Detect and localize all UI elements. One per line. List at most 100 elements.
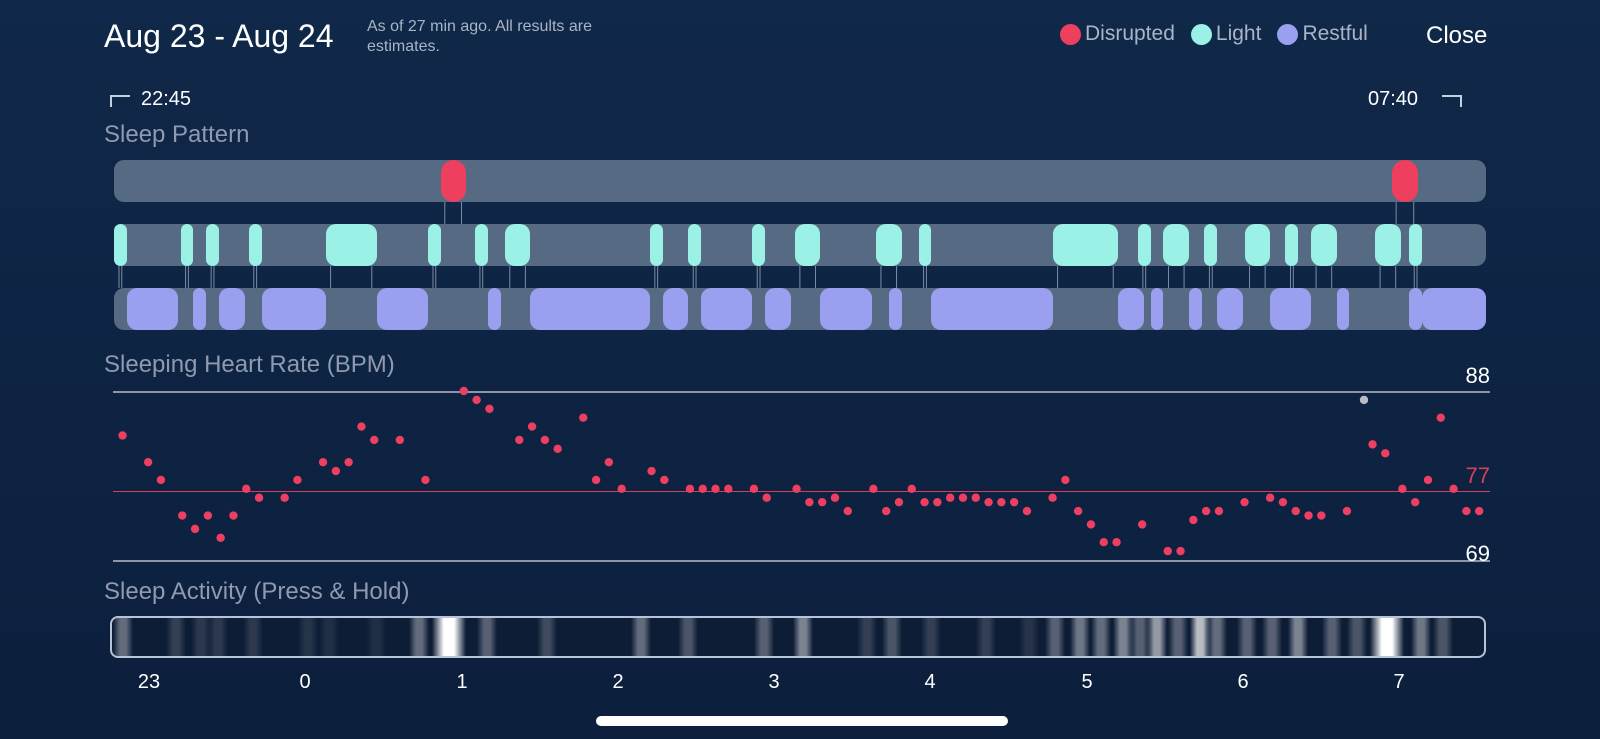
hr-point	[685, 484, 695, 494]
activity-band	[1189, 618, 1210, 656]
sleep-activity-label: Sleep Activity (Press & Hold)	[104, 578, 410, 605]
hr-point	[1304, 511, 1313, 520]
close-button[interactable]: Close	[1426, 22, 1488, 49]
hr-point	[242, 484, 251, 494]
hr-point	[1189, 515, 1198, 525]
activity-band	[1347, 618, 1368, 656]
light-segment	[649, 224, 663, 266]
hr-point	[485, 404, 494, 413]
restful-segment	[1189, 288, 1202, 330]
light-segment	[504, 224, 531, 266]
sleep-pattern-label: Sleep Pattern	[104, 121, 250, 148]
activity-band	[882, 618, 903, 656]
hr-point	[971, 493, 980, 502]
activity-band	[1321, 618, 1342, 656]
heart-rate-label: Sleeping Heart Rate (BPM)	[104, 351, 395, 378]
hr-point	[1278, 497, 1288, 507]
activity-band	[1018, 618, 1039, 656]
hr-point	[1073, 506, 1083, 516]
light-dot-icon	[1190, 23, 1212, 45]
hr-point	[579, 413, 588, 422]
hr-point	[881, 506, 891, 516]
hr-point	[1086, 520, 1096, 529]
hr-point	[1061, 475, 1070, 485]
restful-segment	[218, 288, 245, 330]
light-segment	[1244, 224, 1271, 266]
activity-band	[319, 618, 340, 656]
restful-segment	[1336, 288, 1350, 330]
hr-point	[749, 484, 759, 494]
axis-tick: 2	[612, 671, 624, 693]
light-segment	[114, 224, 127, 266]
light-segment	[794, 224, 821, 266]
restful-segment	[487, 288, 501, 330]
hr-point	[604, 457, 614, 467]
restful-segment	[1118, 288, 1144, 330]
light-segment	[1285, 224, 1299, 266]
sleep-activity-strip[interactable]	[110, 616, 1486, 658]
hr-point	[515, 435, 524, 445]
axis-tick: 0	[299, 671, 311, 693]
hr-point	[617, 484, 626, 494]
axis-tick: 4	[924, 671, 936, 693]
hr-point	[869, 484, 878, 494]
light-segment	[206, 224, 219, 266]
activity-band	[297, 618, 318, 656]
light-segment	[427, 224, 441, 266]
restful-segment	[765, 288, 791, 330]
light-segment	[752, 224, 766, 266]
activity-band	[208, 618, 229, 656]
activity-band	[1411, 618, 1432, 656]
activity-band	[1370, 618, 1405, 656]
hr-point	[830, 493, 840, 502]
start-time: 22:45	[141, 88, 192, 110]
activity-band	[1070, 618, 1091, 656]
hr-point	[894, 497, 904, 507]
hr-point	[1410, 497, 1420, 507]
restful-segment	[530, 288, 650, 330]
legend-item-restful: Restful	[1277, 22, 1368, 46]
light-segment	[325, 224, 377, 266]
restful-segment	[701, 288, 753, 330]
activity-band	[630, 618, 651, 656]
restful-segment	[126, 288, 178, 330]
start-bracket-icon	[110, 95, 130, 107]
hr-avg-value: 77	[1465, 463, 1490, 488]
hr-point	[698, 484, 707, 494]
restful-segment	[376, 288, 428, 330]
restful-track	[114, 288, 1486, 330]
activity-band	[1206, 618, 1227, 656]
hr-point	[344, 457, 353, 467]
light-segment	[248, 224, 262, 266]
hr-point	[1137, 520, 1147, 529]
axis-tick: 23	[137, 671, 161, 693]
light-segment	[688, 224, 702, 266]
hr-point	[984, 497, 993, 507]
hr-point	[933, 497, 942, 507]
light-track	[114, 224, 1486, 266]
hr-point	[118, 431, 127, 440]
hr-point	[591, 475, 601, 485]
legend-label: Restful	[1302, 22, 1368, 45]
hr-point	[459, 386, 469, 396]
home-indicator[interactable]	[596, 716, 1008, 726]
hr-point	[1462, 506, 1471, 516]
activity-band	[1432, 618, 1453, 656]
hr-point	[1201, 506, 1211, 516]
light-segment	[1204, 224, 1218, 266]
activity-band	[976, 618, 997, 656]
activity-band	[477, 618, 498, 656]
hr-point	[1423, 475, 1433, 485]
hr-point	[945, 493, 955, 502]
hr-point	[254, 493, 264, 502]
activity-band	[191, 618, 212, 656]
activity-band	[408, 618, 429, 656]
hr-point	[1398, 484, 1407, 494]
hr-point	[216, 533, 225, 542]
activity-band	[1129, 618, 1150, 656]
hr-point	[318, 457, 328, 467]
hr-point	[1163, 546, 1172, 556]
activity-band	[366, 618, 387, 656]
hr-point	[395, 435, 405, 445]
